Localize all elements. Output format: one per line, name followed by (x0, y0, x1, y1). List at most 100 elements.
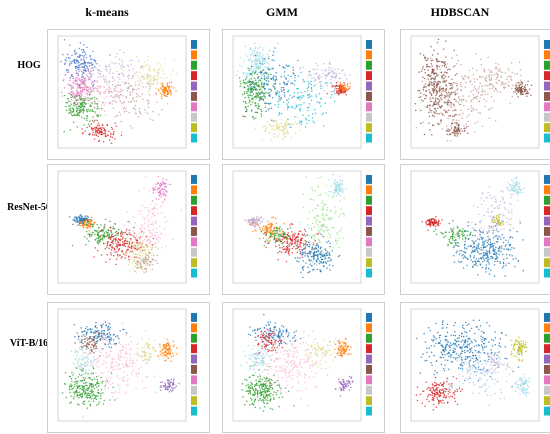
scatter-point (478, 112, 480, 114)
scatter-point (494, 261, 496, 263)
scatter-point (74, 114, 76, 116)
scatter-point (78, 106, 80, 108)
scatter-point (247, 222, 249, 224)
scatter-point (331, 86, 333, 88)
scatter-point (289, 224, 291, 226)
scatter-point (436, 82, 438, 84)
scatter-point (140, 112, 142, 114)
scatter-point (157, 70, 159, 72)
scatter-point (248, 59, 250, 61)
scatter-point (319, 240, 321, 242)
scatter-point (328, 240, 330, 242)
scatter-point (287, 247, 289, 249)
scatter-point (264, 88, 266, 90)
scatter-point (299, 257, 301, 259)
scatter-point (134, 246, 136, 248)
scatter-point (110, 254, 112, 256)
scatter-point (518, 260, 520, 262)
scatter-point (449, 96, 451, 98)
scatter-point (501, 75, 503, 77)
scatter-point (121, 72, 123, 74)
scatter-point (489, 71, 491, 73)
scatter-point (156, 208, 158, 210)
scatter-point (141, 249, 143, 251)
scatter-point (524, 89, 526, 91)
scatter-point (461, 118, 463, 120)
scatter-point (132, 248, 134, 250)
scatter-point (297, 60, 299, 62)
scatter-point (278, 104, 280, 106)
scatter-point (272, 78, 274, 80)
scatter-point (70, 61, 72, 63)
scatter-point (76, 94, 78, 96)
scatter-point (482, 76, 484, 78)
scatter-point (271, 68, 273, 70)
scatter-point (317, 224, 319, 226)
scatter-point (278, 126, 280, 128)
scatter-point (281, 243, 283, 245)
scatter-point (147, 103, 149, 105)
scatter-point (239, 57, 241, 59)
scatter-point (329, 243, 331, 245)
scatter-point (497, 261, 499, 263)
scatter-point (255, 65, 257, 67)
scatter-point (317, 65, 319, 67)
scatter-point (478, 246, 480, 248)
scatter-point (104, 225, 106, 227)
scatter-point (509, 86, 511, 88)
scatter-point (148, 91, 150, 93)
scatter-point (336, 181, 338, 183)
scatter-point (103, 229, 105, 231)
scatter-point (456, 123, 458, 125)
scatter-point (464, 230, 466, 232)
scatter-point (125, 246, 127, 248)
scatter-point (279, 251, 281, 253)
scatter-point (311, 77, 313, 79)
scatter-point (286, 250, 288, 252)
scatter-point (292, 252, 294, 254)
scatter-point (510, 249, 512, 251)
scatter-point (297, 240, 299, 242)
scatter-point (281, 251, 283, 253)
scatter-point (265, 247, 267, 249)
scatter-point (493, 86, 495, 88)
scatter-point (71, 61, 73, 63)
scatter-point (112, 100, 114, 102)
scatter-point (139, 108, 141, 110)
scatter-point (77, 87, 79, 89)
scatter-point (332, 265, 334, 267)
scatter-point (336, 88, 338, 90)
legend-swatch (366, 71, 372, 80)
scatter-point (334, 192, 336, 194)
scatter-point (294, 233, 296, 235)
scatter-point (122, 238, 124, 240)
scatter-point (500, 251, 502, 253)
scatter-point (66, 109, 68, 111)
scatter-point (259, 52, 261, 54)
scatter-point (242, 82, 244, 84)
legend-swatch (191, 185, 197, 194)
scatter-point (290, 227, 292, 229)
scatter-point (263, 127, 265, 129)
scatter-point (339, 255, 341, 257)
scatter-point (279, 91, 281, 93)
scatter-point (272, 97, 274, 99)
scatter-point (149, 77, 151, 79)
scatter-point (321, 226, 323, 228)
scatter-point (109, 54, 111, 56)
scatter-point (458, 120, 460, 122)
scatter-point (120, 114, 122, 116)
legend-swatch (191, 92, 197, 101)
scatter-point (97, 81, 99, 83)
scatter-point (437, 81, 439, 83)
scatter-point (495, 68, 497, 70)
scatter-point (433, 86, 435, 88)
scatter-point (110, 136, 112, 138)
scatter-point (158, 68, 160, 70)
scatter-point (327, 261, 329, 263)
scatter-point (148, 261, 150, 263)
scatter-point (119, 243, 121, 245)
scatter-point (147, 245, 149, 247)
legend-swatch (191, 217, 197, 226)
scatter-point (292, 67, 294, 69)
